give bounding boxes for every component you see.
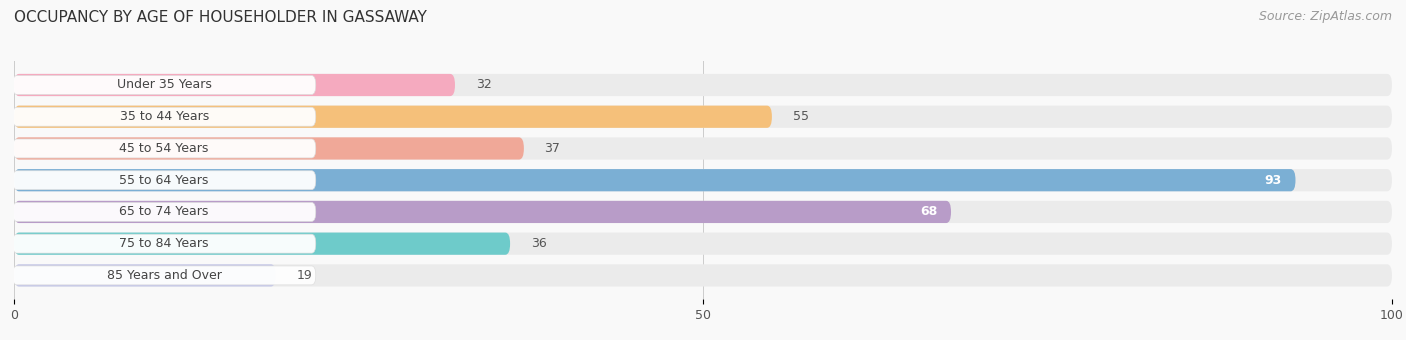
FancyBboxPatch shape — [14, 201, 950, 223]
Text: 68: 68 — [920, 205, 938, 218]
FancyBboxPatch shape — [13, 203, 316, 221]
FancyBboxPatch shape — [14, 106, 772, 128]
FancyBboxPatch shape — [14, 137, 524, 159]
Text: 93: 93 — [1264, 174, 1282, 187]
FancyBboxPatch shape — [13, 107, 316, 126]
FancyBboxPatch shape — [13, 75, 316, 95]
FancyBboxPatch shape — [14, 74, 1392, 96]
Text: 32: 32 — [475, 79, 492, 91]
FancyBboxPatch shape — [13, 171, 316, 190]
Text: 75 to 84 Years: 75 to 84 Years — [120, 237, 209, 250]
Text: 55 to 64 Years: 55 to 64 Years — [120, 174, 209, 187]
FancyBboxPatch shape — [14, 233, 1392, 255]
Text: 37: 37 — [544, 142, 561, 155]
FancyBboxPatch shape — [13, 266, 316, 285]
FancyBboxPatch shape — [13, 234, 316, 253]
Text: 19: 19 — [297, 269, 312, 282]
FancyBboxPatch shape — [14, 264, 1392, 287]
Text: Under 35 Years: Under 35 Years — [117, 79, 212, 91]
Text: Source: ZipAtlas.com: Source: ZipAtlas.com — [1258, 10, 1392, 23]
Text: 35 to 44 Years: 35 to 44 Years — [120, 110, 209, 123]
Text: 55: 55 — [793, 110, 808, 123]
FancyBboxPatch shape — [14, 169, 1295, 191]
FancyBboxPatch shape — [13, 139, 316, 158]
Text: OCCUPANCY BY AGE OF HOUSEHOLDER IN GASSAWAY: OCCUPANCY BY AGE OF HOUSEHOLDER IN GASSA… — [14, 10, 427, 25]
Text: 45 to 54 Years: 45 to 54 Years — [120, 142, 209, 155]
Text: 36: 36 — [531, 237, 547, 250]
FancyBboxPatch shape — [14, 137, 1392, 159]
Text: 85 Years and Over: 85 Years and Over — [107, 269, 222, 282]
FancyBboxPatch shape — [14, 233, 510, 255]
FancyBboxPatch shape — [14, 169, 1392, 191]
FancyBboxPatch shape — [14, 264, 276, 287]
Text: 65 to 74 Years: 65 to 74 Years — [120, 205, 209, 218]
FancyBboxPatch shape — [14, 201, 1392, 223]
FancyBboxPatch shape — [14, 74, 456, 96]
FancyBboxPatch shape — [14, 106, 1392, 128]
